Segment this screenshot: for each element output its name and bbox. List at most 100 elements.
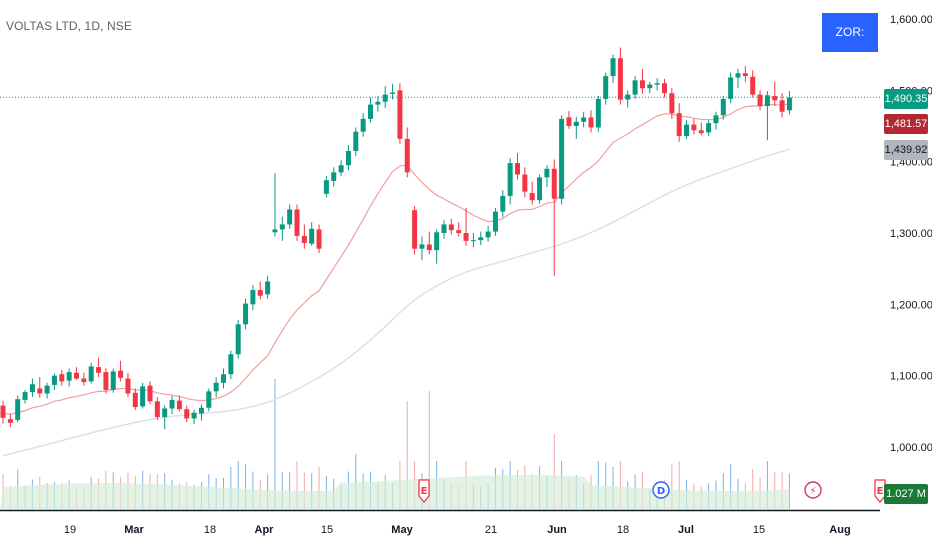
volume-bar [730,464,732,509]
candle-body [140,386,146,407]
time-tick-label: Jul [678,524,694,536]
time-tick-label: May [391,524,413,536]
candle-body [515,163,520,175]
candle-body [735,73,741,78]
volume-bar [355,454,357,509]
candles-layer [0,47,792,430]
price-tick-label: 1,000.00 [890,442,932,454]
candle-body [382,94,388,102]
price-tick-label: 1,600.00 [890,14,932,26]
candle-body [441,224,447,233]
volume-bar [296,461,298,509]
candle-body [316,229,322,249]
candle-body [485,231,491,238]
volume-bar [406,401,408,509]
candle-body [772,96,778,101]
volume-bar [237,461,239,509]
time-tick-label: 18 [204,524,216,536]
volume-bar [245,464,247,509]
candle-body [728,77,734,99]
candle-body [507,163,513,196]
volume-bar [553,434,555,509]
candle-body [779,100,785,112]
candle-body [529,193,535,201]
time-tick-label: Aug [829,524,850,536]
time-tick-label: Jun [547,524,567,536]
events-layer[interactable]: E D ⚡ E [418,479,886,504]
volume-bar [274,379,276,509]
candle-body [96,367,102,373]
candle-body [639,80,645,89]
split-icon[interactable]: ⚡ [804,481,822,499]
candle-body [338,165,344,173]
candle-body [595,98,601,128]
candle-body [647,84,653,89]
candle-body [551,168,557,199]
ema-slow-label: 1,439.92 [884,140,928,160]
candle-body [44,385,50,394]
candle-body [537,177,543,201]
volume-bar [318,467,320,509]
candle-body [228,354,234,375]
candle-body [786,97,792,111]
candle-body [654,83,660,85]
candle-body [37,388,43,394]
candle-body [22,392,28,400]
candle-body [588,117,594,128]
candle-body [698,130,704,134]
candle-body [426,244,432,251]
candle-body [742,73,748,77]
volume-bar [428,391,430,509]
svg-text:D: D [657,486,665,497]
candle-body [331,172,337,181]
time-axis[interactable]: 19 Mar 18 Apr 15 May 21 Jun 18 Jul 15 Aug [64,524,851,536]
ema-fast-line [2,103,790,415]
candle-body [250,290,256,305]
candle-body [7,419,13,423]
candle-body [573,121,579,126]
candle-body [176,400,182,410]
candle-body [492,211,498,232]
volume-bar [671,464,673,509]
price-tick-label: 1,100.00 [890,371,932,383]
earnings-icon[interactable]: E [874,479,886,504]
candle-body [132,392,138,408]
dividend-icon[interactable]: D [652,481,670,499]
candle-body [294,209,300,236]
time-tick-label: 15 [753,524,765,536]
indicator-badge[interactable]: ZOR: 70.93 [822,13,878,78]
candle-body [309,228,315,244]
candle-body [757,94,763,107]
candle-body [764,95,770,107]
candle-body [323,180,329,194]
ema-slow-line [2,148,790,457]
candle-body [81,378,87,383]
candle-body [279,224,285,230]
time-tick-label: Mar [124,524,144,536]
svg-text:⚡: ⚡ [809,486,816,497]
earnings-icon[interactable]: E [418,479,430,504]
candle-body [713,115,719,124]
candle-body [243,303,249,325]
time-tick-label: 15 [321,524,333,536]
candle-body [235,324,241,355]
candle-body [301,235,307,243]
candle-body [353,131,359,151]
candle-body [184,409,190,419]
candle-body [287,209,293,225]
candle-body [500,195,506,212]
candle-body [265,281,271,295]
candle-body [198,407,204,414]
candle-body [154,401,160,418]
moving-average-layer [2,103,790,457]
price-axis[interactable]: 1,600.001,500.001,400.001,300.001,200.00… [890,14,932,454]
candle-body [684,124,690,136]
svg-text:E: E [877,486,884,497]
candle-body [478,237,484,241]
candle-body [118,370,124,378]
candle-body [59,374,65,382]
candle-body [272,229,278,233]
candle-body [213,382,219,392]
candle-body [566,117,572,126]
